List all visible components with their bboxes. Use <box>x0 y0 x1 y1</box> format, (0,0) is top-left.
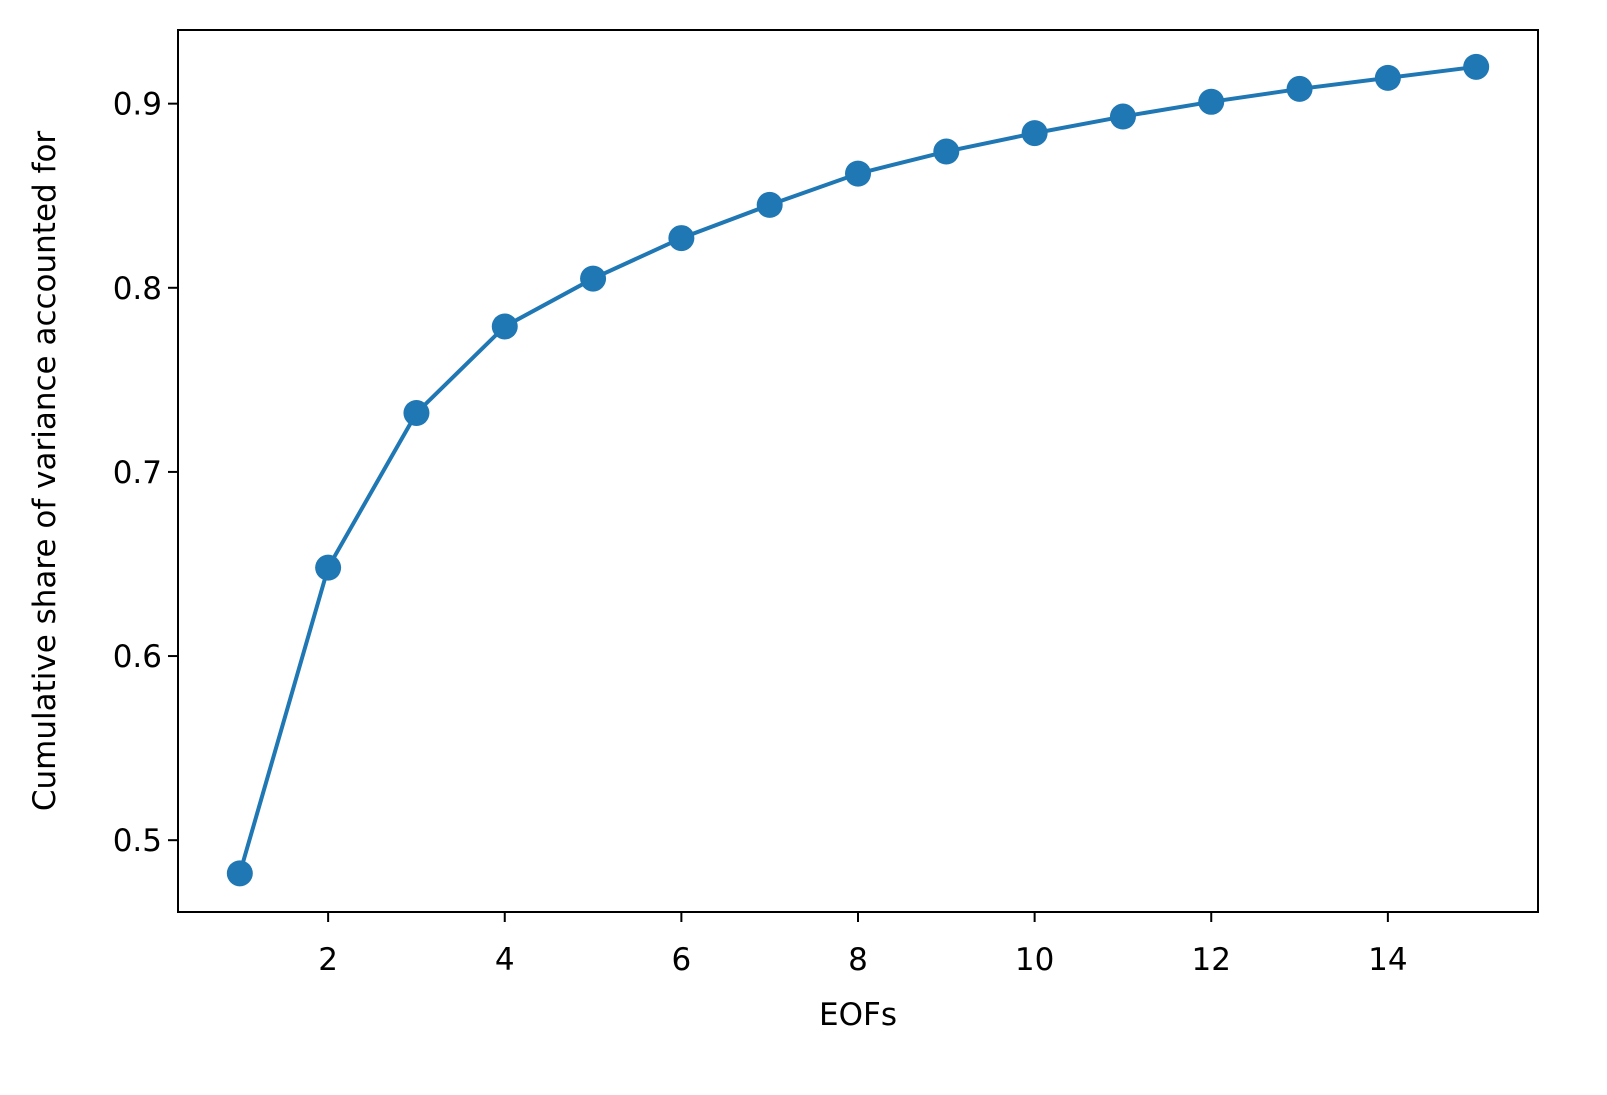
series-line <box>237 64 1477 874</box>
data-point <box>668 225 695 252</box>
data-point <box>1109 103 1136 130</box>
x-tick-label: 10 <box>1015 942 1054 978</box>
x-tick-label: 8 <box>848 942 868 978</box>
y-tick-label: 0.5 <box>113 823 162 859</box>
x-tick-label: 6 <box>672 942 692 978</box>
data-point <box>1374 64 1401 91</box>
y-tick-label: 0.9 <box>113 87 162 123</box>
x-tick-label: 14 <box>1368 942 1407 978</box>
y-axis-label: Cumulative share of variance accounted f… <box>27 131 63 812</box>
y-tick-label: 0.7 <box>113 455 162 491</box>
data-point <box>756 191 783 218</box>
data-point <box>315 554 342 581</box>
data-point <box>845 160 871 187</box>
data-point <box>933 138 960 165</box>
data-point <box>1463 53 1490 80</box>
data-point <box>491 313 518 340</box>
x-axis-label: EOFs <box>819 997 897 1033</box>
data-point <box>403 399 430 426</box>
data-point <box>1021 120 1048 147</box>
y-tick-label: 0.8 <box>113 271 162 307</box>
data-point <box>226 860 253 887</box>
x-tick-label: 4 <box>495 942 515 978</box>
x-tick-label: 12 <box>1192 942 1231 978</box>
data-point <box>1286 75 1313 102</box>
data-point <box>580 265 607 292</box>
data-point <box>1198 88 1225 115</box>
x-tick-label: 2 <box>318 942 338 978</box>
y-tick-label: 0.6 <box>113 639 162 675</box>
